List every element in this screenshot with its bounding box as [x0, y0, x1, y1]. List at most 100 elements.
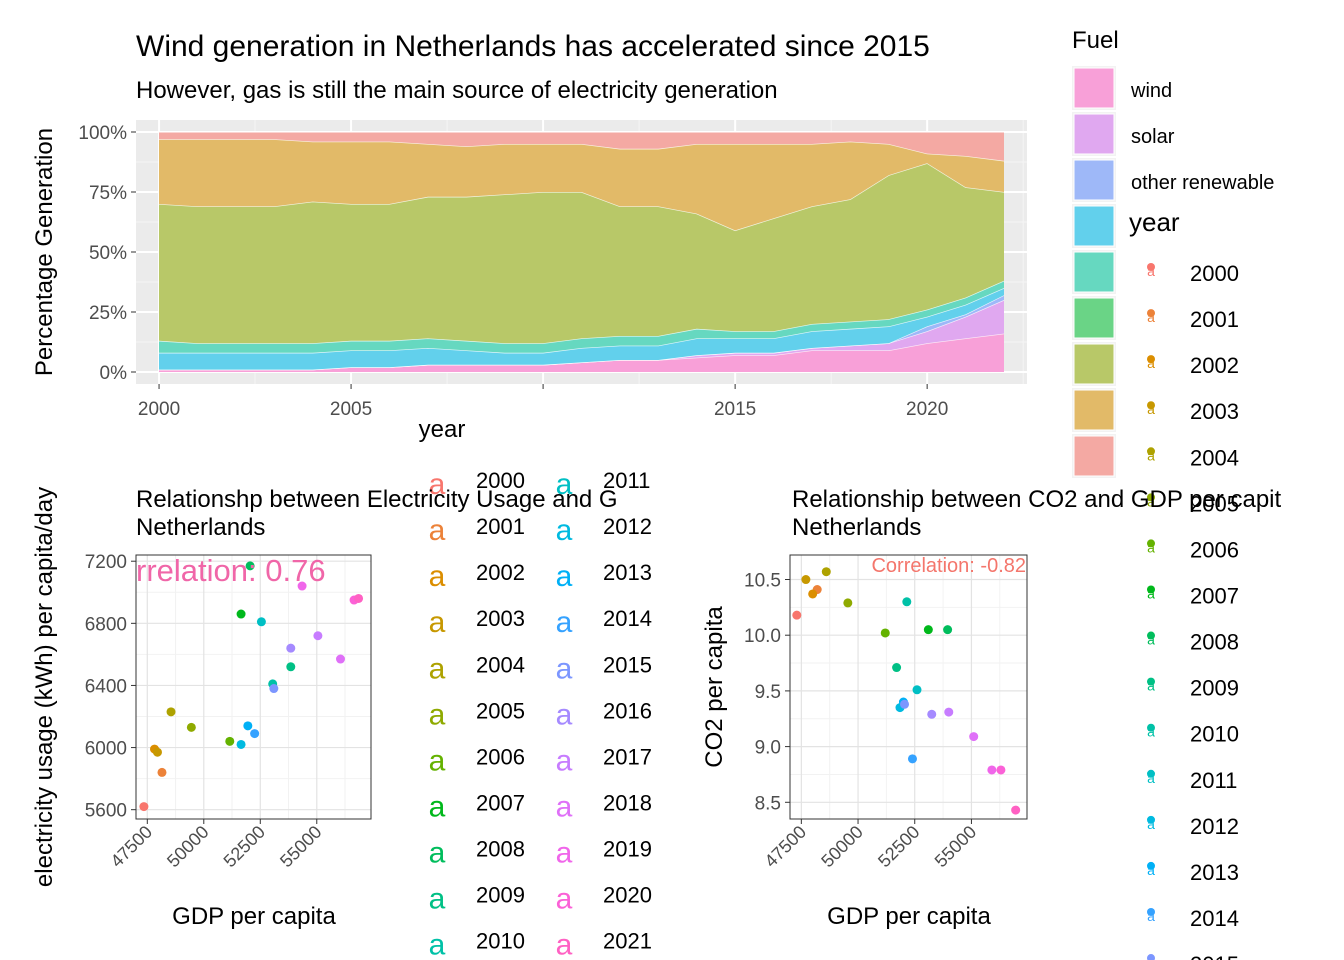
electricity-scatter-y-tick-label: 5600 — [85, 801, 127, 822]
year-legend-label: 2003 — [1190, 399, 1239, 424]
year-legend-point — [1147, 539, 1155, 548]
year-legend-point — [1147, 355, 1155, 364]
year-legend-middle-glyph: a — [556, 883, 573, 916]
co2-scatter-point-2000 — [792, 610, 802, 620]
electricity-scatter-points — [139, 561, 364, 812]
year-legend-point — [1147, 309, 1155, 318]
year-legend-middle-glyph: a — [429, 790, 446, 823]
co2-scatter-point-2015 — [900, 699, 910, 709]
year-legend-middle-glyph: a — [556, 652, 573, 685]
year-legend-glyph: a — [1147, 401, 1155, 417]
electricity-scatter-y-tick-label: 6400 — [85, 676, 127, 697]
co2-scatter-point-2008 — [943, 625, 953, 635]
electricity-scatter-gridlines — [136, 555, 371, 819]
year-legend-glyph: a — [1147, 770, 1155, 786]
co2-scatter-annotation: Correlation: -0.82 — [871, 555, 1026, 577]
area-chart: Wind generation in Netherlands has accel… — [31, 30, 1027, 443]
co2-scatter-point-2016 — [927, 709, 937, 719]
year-legend-glyph: a — [1147, 862, 1155, 878]
co2-scatter-point-2018 — [969, 732, 979, 742]
co2-scatter-point-2005 — [843, 598, 853, 608]
year-legend-middle-label: 2017 — [603, 744, 652, 769]
year-legend-label: 2002 — [1190, 353, 1239, 378]
year-legend-glyph: a — [1147, 632, 1155, 648]
area-series-hydro-nuclear — [159, 288, 1004, 370]
year-legend-point — [1147, 815, 1155, 824]
area-x-tick-label: 2020 — [906, 399, 948, 420]
electricity-scatter-point-2013 — [243, 721, 253, 731]
year-legend-middle-label: 2003 — [476, 606, 525, 631]
area-chart-axes: 0% 25% 50% 75% 100% 2000 2005 2015 2020 — [78, 123, 948, 420]
co2-scatter-point-2006 — [880, 628, 890, 638]
year-legend-label: 2006 — [1190, 537, 1239, 562]
year-legend-middle-label: 2000 — [476, 468, 525, 493]
area-chart-series — [158, 131, 1005, 372]
area-y-tick-label: 50% — [89, 243, 127, 264]
area-y-tick-label: 100% — [78, 123, 127, 144]
co2-scatter-border — [789, 554, 1028, 820]
electricity-scatter-point-2006 — [225, 736, 235, 746]
electricity-scatter-title: Relationshp between Electricity Usage an… — [136, 486, 618, 513]
year-legend-middle-glyph: a — [556, 698, 573, 731]
electricity-scatter-point-2021 — [354, 593, 364, 603]
co2-scatter-y-tick-label: 8.5 — [755, 793, 781, 814]
electricity-scatter-point-2001 — [157, 767, 167, 777]
year-legend-label: 2008 — [1190, 630, 1239, 655]
year-legend-middle-label: 2019 — [603, 837, 652, 862]
year-legend-label: 2007 — [1190, 583, 1239, 608]
electricity-scatter-point-2007 — [236, 609, 246, 619]
area-x-tick-label: 2015 — [714, 399, 756, 420]
year-legend-middle-label: 2010 — [476, 929, 525, 954]
year-legend-middle-label: 2001 — [476, 514, 525, 539]
year-legend-label: 2014 — [1190, 906, 1239, 931]
electricity-scatter-title-line2: Netherlands — [136, 514, 265, 541]
year-legend-middle-label: 2012 — [603, 514, 652, 539]
year-legend-middle-glyph: a — [556, 560, 573, 593]
year-legend-right: year a 2000 a 2001 a 2002 a 2003 a 2004 a 2005 a 2006… — [1129, 207, 1239, 960]
year-legend-point — [1147, 954, 1155, 960]
fuel-legend-swatch — [1073, 159, 1115, 201]
co2-scatter-y-tick-label: 9.5 — [755, 682, 781, 703]
year-legend-middle-glyph: a — [429, 652, 446, 685]
year-legend-middle-label: 2002 — [476, 560, 525, 585]
fuel-legend-swatch — [1073, 389, 1115, 431]
electricity-scatter-y-tick-label: 7200 — [85, 552, 127, 573]
year-legend-middle-label: 2005 — [476, 698, 525, 723]
co2-scatter-y-tick-label: 10.5 — [744, 571, 781, 592]
year-legend-middle-glyph: a — [429, 514, 446, 547]
area-chart-subtitle: However, gas is still the main source of… — [136, 77, 778, 104]
year-legend-glyph: a — [1147, 816, 1155, 832]
year-legend-glyph: a — [1147, 493, 1155, 509]
year-legend-point — [1147, 769, 1155, 778]
co2-scatter-point-2009 — [892, 663, 902, 673]
year-legend-point — [1147, 585, 1155, 594]
co2-scatter-point-2003 — [801, 575, 811, 585]
year-legend-middle-label: 2008 — [476, 837, 525, 862]
co2-scatter-point-2002 — [808, 589, 818, 599]
fuel-legend-label: other renewable — [1131, 172, 1274, 194]
fuel-legend-swatch — [1073, 113, 1115, 155]
year-legend-label: 2001 — [1190, 307, 1239, 332]
year-legend-middle-label: 2006 — [476, 744, 525, 769]
year-legend-label: 2000 — [1190, 261, 1239, 286]
year-legend-point — [1147, 493, 1155, 502]
year-legend-label: 2011 — [1190, 768, 1237, 793]
electricity-scatter-point-2004 — [166, 707, 176, 717]
fuel-legend-swatch — [1073, 251, 1115, 293]
area-series-coal — [159, 163, 1004, 344]
year-legend-glyph: a — [1147, 309, 1155, 325]
fuel-legend-swatch — [1073, 297, 1115, 339]
year-legend-glyph: a — [1147, 724, 1155, 740]
year-legend-glyph: a — [1147, 585, 1155, 601]
year-legend-middle-label: 2007 — [476, 790, 525, 815]
electricity-scatter-point-2003 — [152, 747, 162, 757]
year-legend-middle-label: 2009 — [476, 883, 525, 908]
co2-scatter-point-2019 — [987, 765, 997, 775]
year-legend-middle-label: 2013 — [603, 560, 652, 585]
year-legend-middle-glyph: a — [429, 698, 446, 731]
year-legend-label: 2005 — [1190, 491, 1239, 516]
co2-scatter-y-label: CO2 per capita — [701, 606, 728, 768]
year-legend-glyph: a — [1147, 263, 1155, 279]
fuel-legend-swatch — [1073, 205, 1115, 247]
